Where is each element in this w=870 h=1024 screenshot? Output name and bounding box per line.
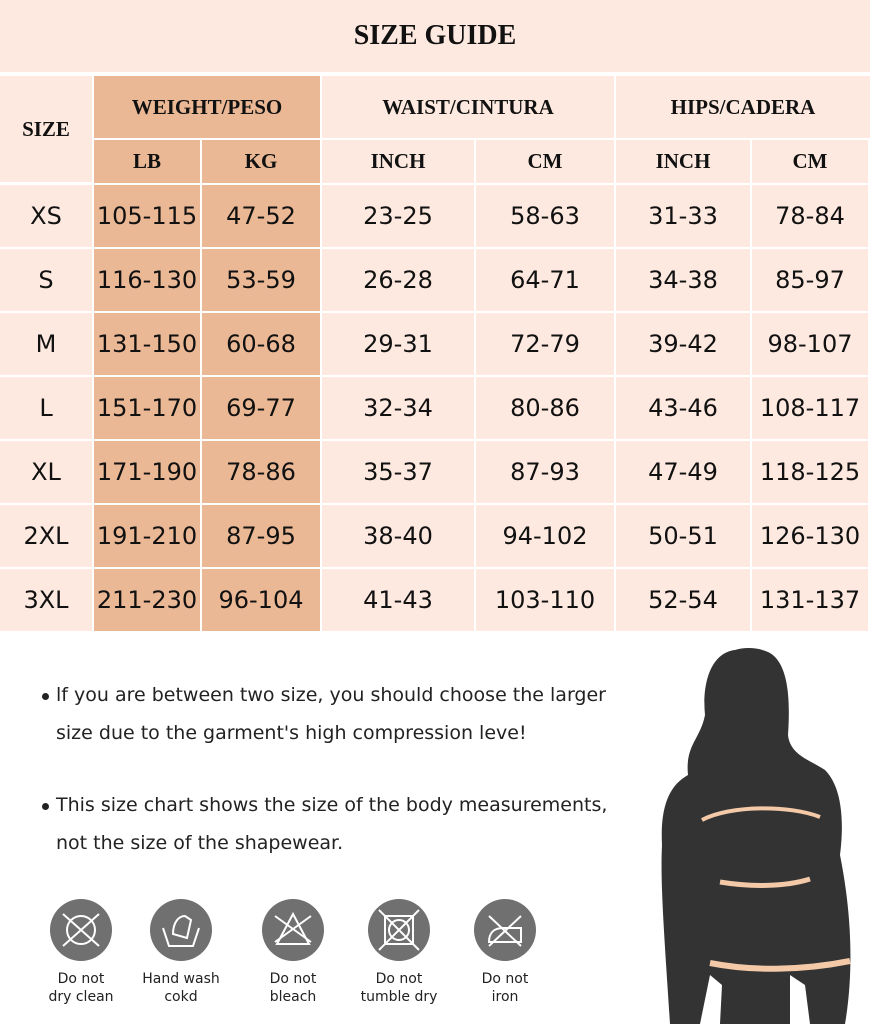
table-cell: 118-125 (752, 441, 868, 503)
care-label: cokd (164, 989, 198, 1005)
no-dry-clean-icon (50, 899, 112, 961)
table-cell: 47-49 (616, 441, 750, 503)
table-cell: 72-79 (476, 313, 614, 375)
table-cell: 35-37 (322, 441, 474, 503)
care-label: iron (491, 989, 519, 1005)
care-item: Do not tumble dry (344, 898, 454, 1006)
table-cell: 85-97 (752, 249, 868, 311)
table-cell: 116-130 (94, 249, 200, 311)
size-label: 3XL (0, 569, 92, 631)
header-lb: LB (94, 140, 200, 183)
care-label: dry clean (48, 989, 114, 1005)
table-cell: 171-190 (94, 441, 200, 503)
page-title: SIZE GUIDE (0, 0, 870, 72)
care-item: Do not bleach (238, 898, 348, 1006)
header-waist: WAIST/CINTURA (322, 76, 614, 138)
table-cell: 191-210 (94, 505, 200, 567)
table-cell: 58-63 (476, 185, 614, 247)
table-cell: 108-117 (752, 377, 868, 439)
table-cell: 29-31 (322, 313, 474, 375)
table-cell: 43-46 (616, 377, 750, 439)
table-cell: 151-170 (94, 377, 200, 439)
no-iron-icon (474, 899, 536, 961)
no-bleach-icon (262, 899, 324, 961)
size-label: L (0, 377, 92, 439)
table-cell: 98-107 (752, 313, 868, 375)
table-cell: 94-102 (476, 505, 614, 567)
care-label: bleach (269, 989, 317, 1005)
table-cell: 87-95 (202, 505, 320, 567)
size-label: 2XL (0, 505, 92, 567)
notes: lf you are between two size, you should … (40, 676, 620, 896)
table-cell: 211-230 (94, 569, 200, 631)
table-cell: 52-54 (616, 569, 750, 631)
table-cell: 69-77 (202, 377, 320, 439)
care-label: Do not (57, 971, 105, 987)
header-kg: KG (202, 140, 320, 183)
table-cell: 50-51 (616, 505, 750, 567)
header-waist-cm: CM (476, 140, 614, 183)
body-silhouette-image (661, 648, 851, 1024)
table-cell: 131-150 (94, 313, 200, 375)
table-cell: 103-110 (476, 569, 614, 631)
table-cell: 32-34 (322, 377, 474, 439)
table-cell: 78-84 (752, 185, 868, 247)
care-label: Hand wash (142, 971, 220, 987)
care-item: Hand wash cokd (126, 898, 236, 1006)
care-label: Do not (481, 971, 529, 987)
table-cell: 105-115 (94, 185, 200, 247)
table-cell: 60-68 (202, 313, 320, 375)
header-hips: HIPS/CADERA (616, 76, 870, 138)
care-item: Do not iron (450, 898, 560, 1006)
care-item: Do not dry clean (26, 898, 136, 1006)
table-cell: 53-59 (202, 249, 320, 311)
care-label: Do not (269, 971, 317, 987)
table-cell: 34-38 (616, 249, 750, 311)
table-cell: 39-42 (616, 313, 750, 375)
note-item: lf you are between two size, you should … (40, 676, 620, 752)
table-cell: 64-71 (476, 249, 614, 311)
header-hips-cm: CM (752, 140, 868, 183)
header-size: SIZE (0, 76, 92, 182)
care-label: tumble dry (360, 989, 438, 1005)
table-cell: 26-28 (322, 249, 474, 311)
note-item: This size chart shows the size of the bo… (40, 786, 620, 862)
table-cell: 23-25 (322, 185, 474, 247)
table-cell: 31-33 (616, 185, 750, 247)
table-cell: 41-43 (322, 569, 474, 631)
size-label: S (0, 249, 92, 311)
table-cell: 87-93 (476, 441, 614, 503)
size-label: M (0, 313, 92, 375)
no-tumble-dry-icon (368, 899, 430, 961)
table-cell: 126-130 (752, 505, 868, 567)
care-label: Do not (375, 971, 423, 987)
header-hips-inch: INCH (616, 140, 750, 183)
size-label: XL (0, 441, 92, 503)
hand-wash-icon (150, 899, 212, 961)
table-cell: 38-40 (322, 505, 474, 567)
table-cell: 47-52 (202, 185, 320, 247)
header-waist-inch: INCH (322, 140, 474, 183)
table-cell: 131-137 (752, 569, 868, 631)
table-cell: 80-86 (476, 377, 614, 439)
table-cell: 96-104 (202, 569, 320, 631)
table-cell: 78-86 (202, 441, 320, 503)
size-label: XS (0, 185, 92, 247)
header-weight: WEIGHT/PESO (94, 76, 320, 138)
